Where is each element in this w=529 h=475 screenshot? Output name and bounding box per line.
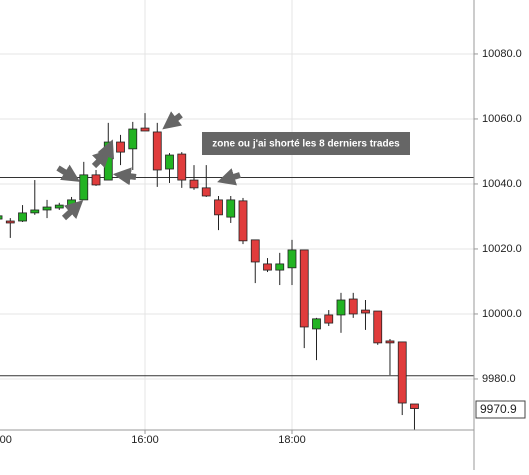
candle-body [250, 239, 260, 263]
candle-body [361, 309, 370, 314]
candle-body [397, 341, 407, 404]
candle-body [0, 215, 3, 220]
candle-body [201, 187, 211, 197]
annotation-box [202, 132, 410, 155]
candle-body [30, 209, 40, 214]
candle-body [312, 318, 321, 330]
candle-body [287, 249, 297, 269]
candle-body [373, 310, 383, 344]
candle-body [42, 206, 52, 211]
arrow [56, 164, 81, 182]
candle-body [18, 212, 27, 222]
arrow [112, 167, 137, 186]
candle-body [324, 314, 334, 324]
candle-body [128, 128, 138, 150]
y-tick-label: 10040.0 [482, 178, 522, 190]
y-tick-label: 10020.0 [482, 243, 522, 255]
candle-body [189, 179, 199, 189]
y-tick-label: 10060.0 [482, 113, 522, 125]
candle-body [348, 298, 358, 315]
arrow [61, 200, 84, 221]
candle-body [214, 199, 223, 216]
candle-body [91, 174, 101, 186]
y-tick-label: 10080.0 [482, 48, 522, 60]
annotation: zone ou j'ai shorté les 8 derniers trade… [212, 139, 400, 150]
arrow [217, 168, 241, 186]
arrows [56, 111, 241, 221]
candle-body [299, 249, 309, 328]
candle-body [54, 204, 64, 209]
candle-body [152, 131, 162, 171]
last-price: 9970.9 [480, 402, 517, 416]
x-tick-label: 18:00 [278, 434, 306, 446]
x-tick-label: 14:00 [0, 434, 12, 446]
candle-body [226, 199, 236, 218]
candle-body [275, 263, 285, 271]
y-tick-label: 10000.0 [482, 308, 522, 320]
y-tick-label: 9980.0 [482, 373, 516, 385]
candle-body [336, 299, 346, 316]
arrow [97, 139, 115, 162]
arrow [162, 111, 183, 130]
candle-body [116, 141, 125, 153]
candle-body [165, 154, 174, 170]
candle-body [79, 174, 89, 201]
last-price-box [475, 400, 526, 419]
candle-body [177, 153, 187, 181]
candle-body [410, 403, 419, 409]
candle-body [238, 200, 248, 242]
x-tick-label: 16:00 [131, 434, 159, 446]
candle-body [5, 220, 15, 224]
candle-body [140, 127, 150, 132]
candle-body [263, 263, 272, 271]
candle-body [385, 340, 395, 344]
